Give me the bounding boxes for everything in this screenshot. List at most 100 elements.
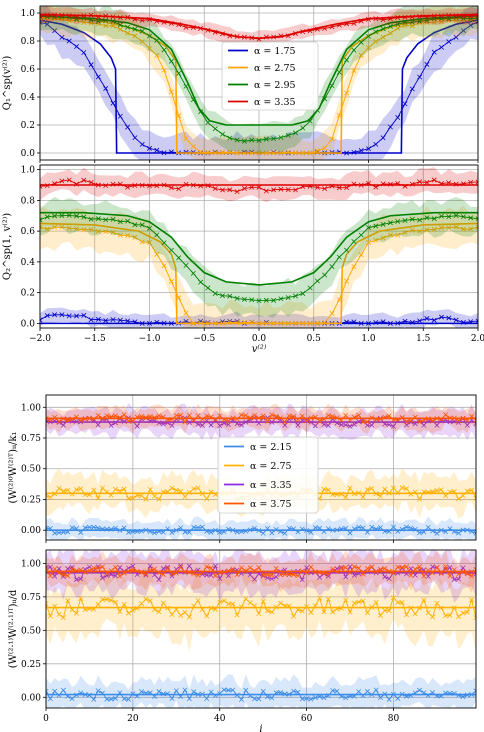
y-tick-label: 0.00 xyxy=(21,526,41,536)
data-point xyxy=(404,418,409,424)
data-point xyxy=(139,38,145,44)
data-point xyxy=(356,524,362,530)
data-point xyxy=(143,571,149,577)
data-point xyxy=(256,184,262,190)
data-point xyxy=(88,317,94,323)
data-point xyxy=(468,179,474,185)
data-point xyxy=(356,599,362,605)
data-point xyxy=(382,574,388,580)
data-point xyxy=(125,318,131,324)
data-point xyxy=(152,530,158,536)
data-point xyxy=(204,413,210,419)
data-point xyxy=(220,131,225,137)
data-point xyxy=(204,613,210,619)
series-2 xyxy=(40,204,478,328)
legend-label: α = 1.75 xyxy=(254,46,296,57)
data-point xyxy=(117,232,123,238)
data-point xyxy=(40,217,43,223)
y-tick-label: 0.25 xyxy=(21,495,41,505)
data-point xyxy=(360,419,366,425)
data-point xyxy=(178,563,184,569)
data-point xyxy=(74,44,79,50)
axes-frame xyxy=(45,394,477,541)
data-point xyxy=(256,298,262,304)
error-band xyxy=(40,6,478,47)
data-point xyxy=(126,496,132,502)
x-axis-label: v⁽²⁾ xyxy=(252,344,267,355)
data-point xyxy=(198,109,204,115)
data-point xyxy=(338,422,344,428)
data-point xyxy=(364,487,370,493)
x-tick-label: 2.0 xyxy=(471,334,484,344)
data-point xyxy=(212,563,218,569)
series-3 xyxy=(40,196,478,318)
data-point xyxy=(241,138,247,144)
data-point xyxy=(430,614,436,620)
data-point xyxy=(377,525,383,531)
data-point xyxy=(336,254,342,260)
data-point xyxy=(56,566,62,572)
data-point xyxy=(78,576,84,582)
data-point xyxy=(308,564,314,570)
data-point xyxy=(46,416,49,422)
data-point xyxy=(380,221,386,227)
data-point xyxy=(81,227,87,233)
legend-label: α = 2.95 xyxy=(254,80,296,91)
data-point xyxy=(475,224,478,230)
data-point xyxy=(325,487,331,493)
data-point xyxy=(358,52,364,58)
data-point xyxy=(59,312,65,318)
data-point xyxy=(46,688,49,694)
data-point xyxy=(421,422,427,428)
legend-box xyxy=(221,41,319,111)
data-point xyxy=(113,564,118,570)
data-point xyxy=(417,318,423,324)
data-point xyxy=(104,596,110,602)
data-point xyxy=(417,228,423,234)
data-point xyxy=(143,496,149,502)
data-point xyxy=(434,600,440,606)
y-tick-label: 0.2 xyxy=(21,121,35,131)
data-point xyxy=(360,598,366,604)
data-point xyxy=(183,310,189,316)
data-point xyxy=(364,610,370,616)
data-point xyxy=(117,317,123,323)
data-point xyxy=(186,412,192,418)
data-point xyxy=(156,609,162,615)
y-tick-label: 0.25 xyxy=(21,660,41,670)
data-point xyxy=(74,213,79,219)
data-point xyxy=(161,47,167,53)
data-point xyxy=(65,566,71,572)
data-point xyxy=(447,565,453,570)
data-point xyxy=(160,600,166,606)
data-point xyxy=(66,212,72,218)
panel-middle: 0.0 0.2 0.4 0.6 0.8 1.0 −2.0 −1.5 −1.0 −0.5 0.0 0.5… xyxy=(2,164,484,355)
data-point xyxy=(386,576,392,582)
data-point xyxy=(390,485,396,491)
data-point xyxy=(347,564,353,570)
data-point xyxy=(475,179,478,185)
plot-area xyxy=(40,167,478,328)
data-point xyxy=(366,33,371,39)
data-point xyxy=(182,494,188,500)
data-point xyxy=(404,612,409,618)
data-point xyxy=(238,412,244,418)
data-point xyxy=(329,136,335,142)
data-point xyxy=(282,530,288,536)
data-point xyxy=(230,566,236,572)
data-point xyxy=(295,689,301,695)
data-point xyxy=(238,565,244,571)
data-point xyxy=(161,67,167,73)
data-point xyxy=(234,612,240,618)
data-point xyxy=(241,296,247,302)
data-point xyxy=(364,688,370,694)
data-point xyxy=(293,130,298,136)
y-tick-label: 0.75 xyxy=(21,593,41,603)
data-point xyxy=(252,576,257,582)
data-point xyxy=(424,180,430,185)
data-point xyxy=(373,237,379,243)
data-point xyxy=(132,26,138,32)
data-point xyxy=(252,412,257,418)
error-band xyxy=(40,6,478,160)
